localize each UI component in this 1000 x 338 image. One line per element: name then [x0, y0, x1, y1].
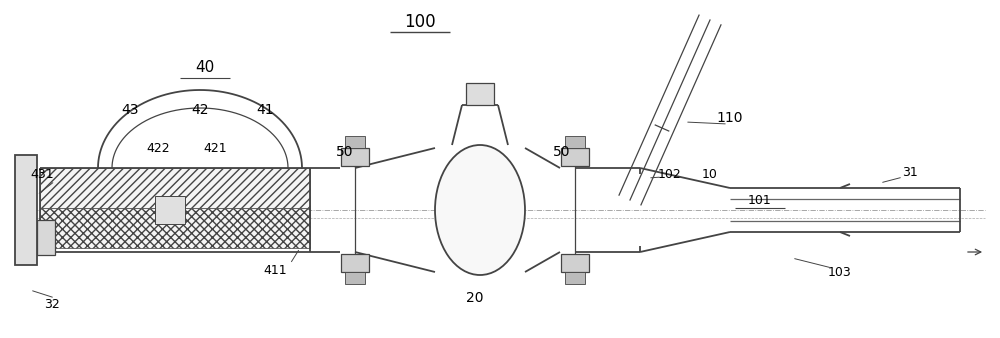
Text: 102: 102: [658, 168, 682, 180]
Text: 42: 42: [191, 103, 209, 117]
Bar: [565, 136, 585, 148]
Bar: [565, 272, 585, 284]
Text: 101: 101: [748, 193, 772, 207]
Bar: [466, 83, 494, 105]
Text: 110: 110: [717, 111, 743, 125]
Text: 50: 50: [336, 145, 354, 159]
Text: 411: 411: [263, 264, 287, 276]
Bar: [341, 254, 369, 272]
Bar: [345, 136, 365, 148]
Text: 10: 10: [702, 168, 718, 180]
Text: 41: 41: [256, 103, 274, 117]
Bar: [155, 196, 185, 224]
Bar: [40, 208, 310, 248]
Text: 32: 32: [44, 298, 60, 312]
Text: 40: 40: [195, 61, 215, 75]
Bar: [40, 168, 310, 208]
Ellipse shape: [435, 145, 525, 275]
Text: 431: 431: [30, 169, 54, 182]
Text: 421: 421: [203, 142, 227, 154]
Text: 20: 20: [466, 291, 484, 305]
Bar: [561, 148, 589, 166]
Text: 422: 422: [146, 142, 170, 154]
Bar: [561, 254, 589, 272]
Text: 31: 31: [902, 166, 918, 178]
Text: 43: 43: [121, 103, 139, 117]
Bar: [341, 148, 369, 166]
Bar: [15, 155, 37, 265]
Bar: [345, 272, 365, 284]
Text: 50: 50: [553, 145, 571, 159]
Bar: [37, 220, 55, 255]
Text: 100: 100: [404, 13, 436, 31]
Text: 103: 103: [828, 266, 852, 279]
